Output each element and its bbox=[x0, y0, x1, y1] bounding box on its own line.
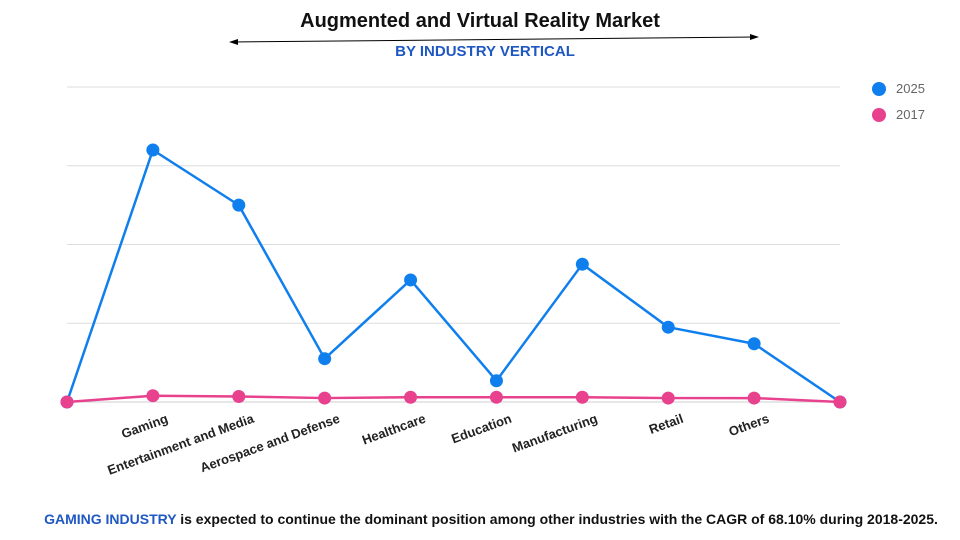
data-point-2025 bbox=[318, 352, 332, 366]
legend-item-2017: 2017 bbox=[872, 107, 925, 122]
x-tick-label: Aerospace and Defense bbox=[198, 411, 342, 476]
data-point-2017 bbox=[833, 395, 847, 409]
footer-highlight: GAMING INDUSTRY bbox=[44, 511, 177, 527]
data-point-2017 bbox=[60, 395, 74, 409]
data-point-2025 bbox=[661, 320, 675, 334]
data-point-2017 bbox=[232, 389, 246, 403]
data-point-2025 bbox=[489, 374, 503, 388]
data-point-2025 bbox=[146, 143, 160, 157]
data-point-2017 bbox=[318, 391, 332, 405]
legend-marker-2025 bbox=[872, 81, 886, 96]
x-tick-label: Manufacturing bbox=[510, 411, 599, 456]
legend-label-2017: 2017 bbox=[896, 107, 925, 122]
series-line-2017 bbox=[66, 394, 841, 404]
series-line-2025 bbox=[65, 148, 841, 404]
chart-subtitle: BY INDUSTRY VERTICAL bbox=[395, 43, 575, 60]
data-point-2017 bbox=[575, 390, 589, 404]
data-point-2025 bbox=[404, 273, 418, 287]
legend-marker-2017 bbox=[872, 107, 886, 122]
legend-label-2025: 2025 bbox=[896, 81, 925, 96]
data-point-2025 bbox=[747, 337, 761, 351]
data-point-2017 bbox=[404, 390, 418, 404]
data-point-2017 bbox=[146, 389, 160, 403]
data-point-2017 bbox=[661, 391, 675, 405]
x-tick-label: Others bbox=[727, 411, 772, 439]
footer-text: is expected to continue the dominant pos… bbox=[176, 511, 938, 527]
legend-item-2025: 2025 bbox=[872, 81, 925, 96]
x-tick-label: Education bbox=[449, 411, 513, 447]
x-tick-label: Healthcare bbox=[360, 411, 428, 448]
x-tick-label: Retail bbox=[647, 411, 685, 437]
title-arrow bbox=[229, 34, 759, 45]
data-point-2025 bbox=[575, 257, 589, 271]
x-tick-label: Gaming bbox=[119, 411, 170, 442]
data-point-2017 bbox=[489, 390, 503, 404]
data-point-2017 bbox=[747, 391, 761, 405]
x-tick-label: Entertainment and Media bbox=[105, 410, 256, 477]
footer-note: GAMING INDUSTRY is expected to continue … bbox=[0, 511, 960, 527]
chart-title: Augmented and Virtual Reality Market bbox=[300, 10, 660, 32]
data-point-2025 bbox=[232, 198, 246, 212]
